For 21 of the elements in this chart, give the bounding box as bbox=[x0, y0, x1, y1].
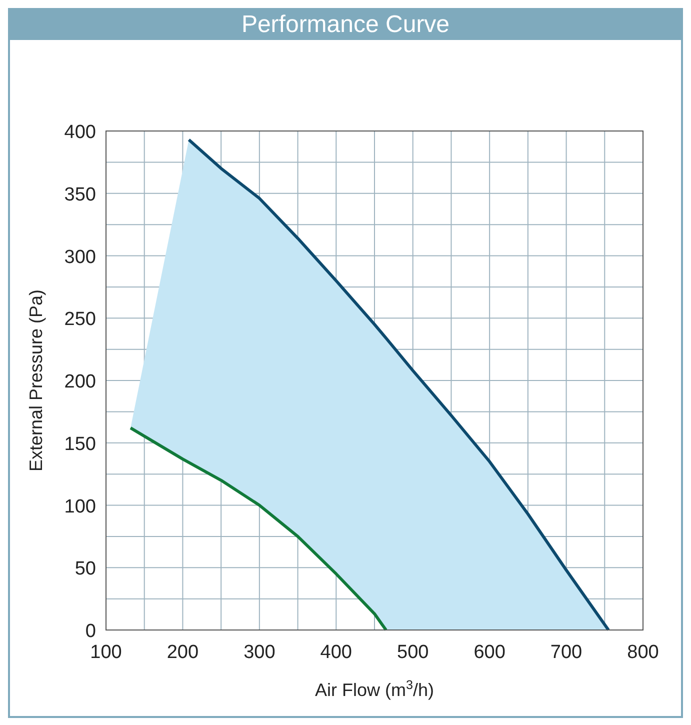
line-series bbox=[129, 426, 388, 632]
x-tick-label: 600 bbox=[474, 642, 506, 663]
y-tick-label: 150 bbox=[64, 434, 96, 455]
y-tick-label: 0 bbox=[85, 621, 96, 642]
y-tick-label: 100 bbox=[64, 496, 96, 518]
y-tick-label: 300 bbox=[64, 246, 96, 268]
chart-title: Performance Curve bbox=[241, 11, 450, 38]
x-tick-label: 700 bbox=[550, 642, 582, 663]
y-tick-label: 200 bbox=[64, 372, 96, 392]
x-tick-label: 800 bbox=[627, 642, 659, 663]
y-tick-label: 250 bbox=[64, 309, 96, 330]
y-tick-label: 350 bbox=[64, 184, 96, 206]
x-axis-title: Air Flow (m$^{3}$/h) bbox=[314, 678, 434, 700]
x-tick-label: 500 bbox=[397, 642, 429, 663]
x-tick-label: 300 bbox=[244, 642, 276, 663]
y-tick-label: 50 bbox=[74, 558, 96, 580]
x-tick-label: 200 bbox=[166, 642, 199, 663]
y-axis-title: External Pressure (Pa) bbox=[26, 289, 46, 472]
x-tick-label: 100 bbox=[90, 642, 122, 663]
x-tick-label: 400 bbox=[320, 642, 352, 663]
y-tick-label: 400 bbox=[64, 122, 96, 143]
